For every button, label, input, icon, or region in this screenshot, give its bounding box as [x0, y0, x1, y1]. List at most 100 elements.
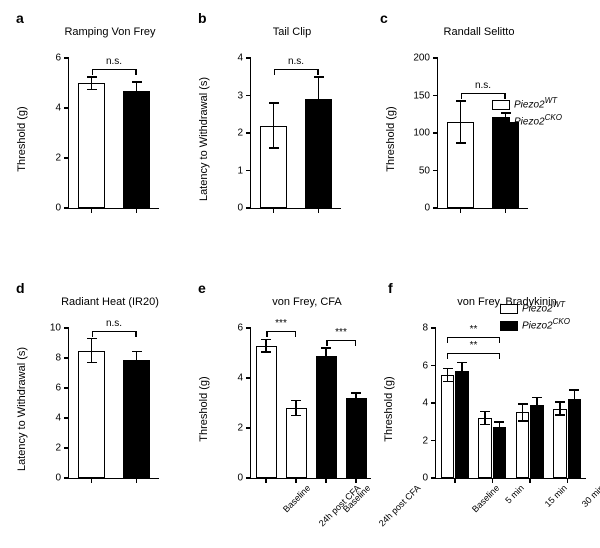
error-cap-dn: [569, 408, 579, 410]
error-cap-up: [321, 347, 331, 349]
error-bar: [136, 351, 138, 368]
legend-wt: Piezo2WT: [500, 300, 570, 314]
error-cap-dn: [457, 379, 467, 381]
ytick: [64, 447, 69, 449]
x-label: Baseline: [470, 483, 501, 514]
bar-cko: [316, 356, 337, 479]
sig-label: ***: [275, 318, 287, 329]
error-cap-dn: [87, 362, 97, 364]
x-label: 30 min: [580, 483, 600, 509]
ytick: [431, 402, 436, 404]
ytick: [431, 477, 436, 479]
error-cap-up: [132, 351, 142, 353]
panel-title-b: Tail Clip: [232, 26, 352, 38]
legend-bottom: Piezo2WTPiezo2CKO: [500, 300, 570, 335]
ytick: [431, 327, 436, 329]
ytick-label: 4: [422, 398, 428, 409]
error-cap-dn: [261, 351, 271, 353]
figure: aRamping Von Frey0246n.s.Threshold (g)bT…: [0, 0, 600, 548]
legend-swatch-cko: [492, 117, 510, 127]
ytick: [431, 365, 436, 367]
legend-wt: Piezo2WT: [492, 96, 562, 110]
ytick-label: 0: [55, 203, 61, 214]
error-cap-up: [87, 338, 97, 340]
ytick-label: 0: [237, 473, 243, 484]
error-cap-up: [132, 81, 142, 83]
error-bar: [318, 77, 320, 122]
sig-label: n.s.: [106, 56, 122, 67]
ytick-label: 200: [413, 53, 430, 64]
panel-letter-c: c: [380, 10, 388, 26]
error-cap-up: [480, 411, 490, 413]
ytick: [433, 132, 438, 134]
error-cap-up: [443, 368, 453, 370]
error-bar: [447, 368, 449, 381]
ytick: [64, 327, 69, 329]
ytick-label: 8: [422, 323, 428, 334]
panel-c: cRandall Selitto050100150200n.s.Threshol…: [382, 10, 582, 270]
error-bar: [91, 77, 93, 90]
xtick: [454, 478, 456, 483]
error-cap-dn: [269, 147, 279, 149]
error-bar: [460, 101, 462, 143]
sig-bracket: [92, 69, 137, 70]
ytick: [246, 57, 251, 59]
error-cap-dn: [494, 432, 504, 434]
bar-wt: [78, 351, 105, 479]
bar-cko: [346, 398, 367, 478]
ytick: [246, 477, 251, 479]
xtick: [460, 208, 462, 213]
xtick: [492, 478, 494, 483]
error-cap-dn: [532, 412, 542, 414]
bar-wt: [478, 418, 491, 478]
error-cap-dn: [480, 424, 490, 426]
x-label: Baseline: [281, 483, 312, 514]
x-label: 5 min: [504, 483, 527, 506]
error-cap-dn: [87, 89, 97, 91]
ytick: [433, 57, 438, 59]
plot-c: 050100150200n.s.: [437, 58, 528, 209]
ytick-label: 0: [422, 473, 428, 484]
panel-title-e: von Frey, CFA: [232, 296, 382, 308]
error-bar: [574, 390, 576, 409]
bar-cko: [123, 91, 150, 209]
ytick: [246, 427, 251, 429]
panel-letter-f: f: [388, 280, 393, 296]
xtick: [265, 478, 267, 483]
ytick-label: 150: [413, 90, 430, 101]
ytick: [64, 417, 69, 419]
bar-wt: [78, 83, 105, 208]
ytick: [246, 327, 251, 329]
sig-bracket: [447, 353, 501, 354]
panel-e: evon Frey, CFA0246Baseline24h post CFABa…: [200, 280, 375, 540]
plot-e: 0246Baseline24h post CFABaseline24h post…: [250, 328, 371, 479]
bar-wt: [553, 409, 566, 478]
panel-letter-d: d: [16, 280, 25, 296]
panel-letter-a: a: [16, 10, 24, 26]
ytick-label: 50: [419, 165, 430, 176]
ytick-label: 6: [55, 53, 61, 64]
bar-cko: [455, 371, 468, 478]
ytick-label: 6: [55, 383, 61, 394]
ytick-label: 4: [237, 373, 243, 384]
ytick-label: 4: [237, 53, 243, 64]
error-cap-dn: [132, 99, 142, 101]
legend-swatch-wt: [492, 100, 510, 110]
xtick: [91, 208, 93, 213]
ytick-label: 8: [55, 353, 61, 364]
sig-bracket: [326, 340, 356, 341]
plot-f: 02468Baseline5 min15 min30 min****: [435, 328, 586, 479]
ytick-label: 1: [237, 165, 243, 176]
bar-wt: [516, 412, 529, 478]
x-label: 15 min: [542, 483, 568, 509]
ytick: [64, 357, 69, 359]
xtick: [136, 478, 138, 483]
error-cap-up: [314, 76, 324, 78]
ytick-label: 3: [237, 90, 243, 101]
xtick: [325, 478, 327, 483]
error-cap-dn: [456, 142, 466, 144]
xtick: [505, 208, 507, 213]
panel-letter-e: e: [198, 280, 206, 296]
xtick: [91, 478, 93, 483]
error-cap-up: [87, 76, 97, 78]
